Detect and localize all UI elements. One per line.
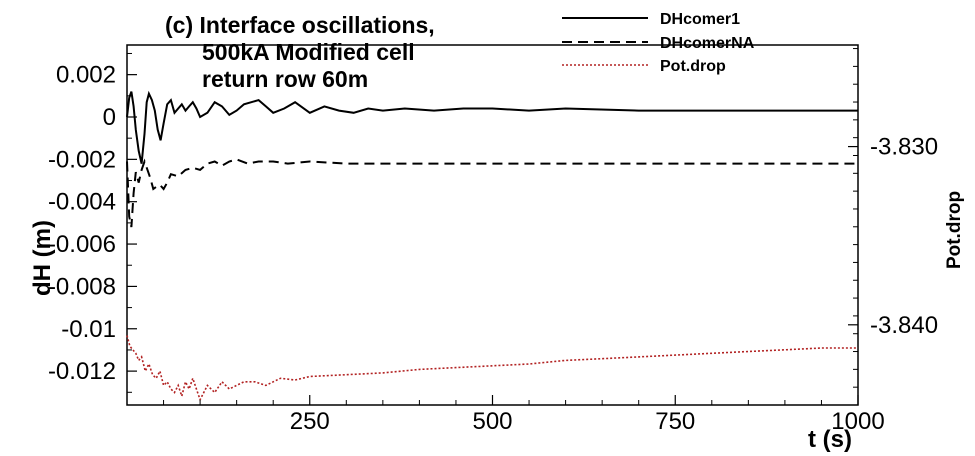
chart-title-line-1: (c) Interface oscillations, <box>165 12 435 38</box>
series-line-1 <box>126 90 858 164</box>
x-tick-label: 500 <box>472 408 512 435</box>
y-tick-label: -0.008 <box>48 273 116 300</box>
chart-title-line-2: 500kA Modified cell <box>202 39 415 65</box>
chart-title: (c) Interface oscillations, 500kA Modifi… <box>165 12 435 92</box>
y-tick-label: 0.002 <box>56 62 116 89</box>
series-line-2 <box>126 158 858 228</box>
legend: DHcomer1 DHcomerNA Pot.drop <box>562 11 755 75</box>
y-axis-left-ticks: 0.002 0 -0.002 -0.004 -0.006 -0.008 -0.01 -0.01… <box>48 52 137 393</box>
x-tick-label: 750 <box>655 408 695 435</box>
y-tick-label: -0.006 <box>48 231 116 258</box>
y-tick-label: -0.004 <box>48 189 116 216</box>
x-axis-label: t (s) <box>808 426 852 453</box>
y-right-tick-label: -3.830 <box>870 134 938 161</box>
legend-label-1: DHcomer1 <box>660 11 740 28</box>
y-tick-label: 0 <box>103 104 116 131</box>
y-tick-label: -0.01 <box>61 316 116 343</box>
x-tick-label: 250 <box>290 408 330 435</box>
x-axis-ticks: 250 500 750 1000 <box>163 395 885 435</box>
y-axis-label: dH (m) <box>29 220 56 296</box>
y-axis-right-label: Pot.drop <box>944 191 965 269</box>
y-tick-label: -0.012 <box>48 358 116 385</box>
y-axis-right-ticks: -3.830 -3.840 <box>848 48 938 406</box>
legend-label-3: Pot.drop <box>660 58 726 75</box>
y-tick-label: -0.002 <box>48 146 116 173</box>
chart-title-line-3: return row 60m <box>202 66 368 92</box>
x-tick-label: 1000 <box>831 408 884 435</box>
legend-label-2: DHcomerNA <box>660 35 755 52</box>
series-layer <box>126 90 858 402</box>
series-line-3 <box>126 335 858 402</box>
plot-frame <box>126 44 859 406</box>
y-right-tick-label: -3.840 <box>870 312 938 339</box>
plot-area: 250 500 750 1000 0.002 0 -0.002 -0.004 -0.006 -0… <box>48 44 938 435</box>
